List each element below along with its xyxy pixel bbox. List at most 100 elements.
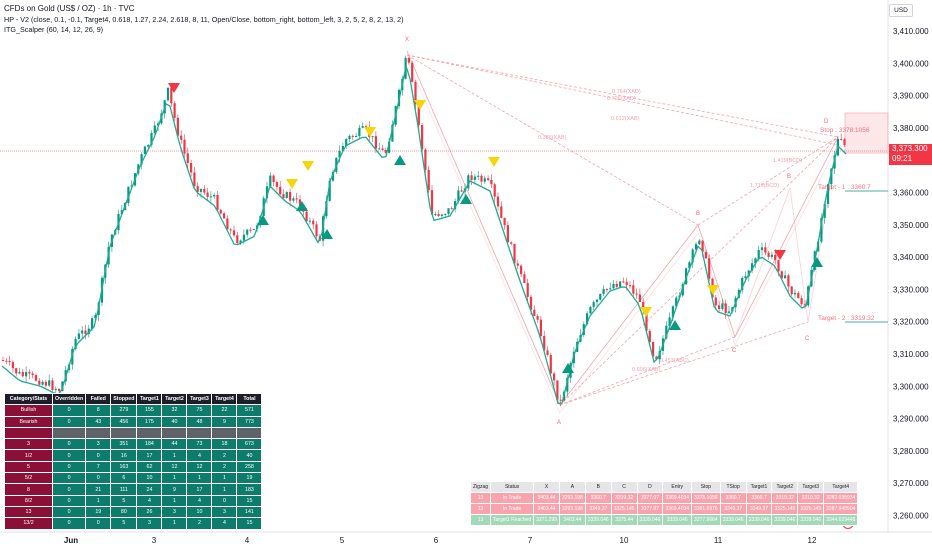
- zigzag-row: 13 In Trade 3403.44 3293.198 3360.7 3319.32 33…: [469, 492, 859, 504]
- candle-body: [840, 138, 843, 140]
- stats-cell: 773: [236, 415, 263, 428]
- candle-body: [252, 228, 255, 230]
- stats-cell: 0: [51, 483, 87, 496]
- candle-body: [236, 235, 239, 243]
- candle-body: [701, 240, 704, 252]
- candle-body: [559, 399, 562, 401]
- price-tick-label: 3,390.000: [893, 92, 929, 101]
- candle-body: [480, 175, 483, 182]
- sell-signal-icon: [302, 161, 314, 171]
- stats-cell: 3: [136, 517, 163, 530]
- chart-legend[interactable]: CFDs on Gold (US$ / OZ) · 1h · TVC HP - …: [4, 4, 404, 36]
- candle-body: [216, 194, 219, 210]
- candle-body: [437, 214, 440, 216]
- candle-body: [483, 178, 486, 182]
- zigzag-cell: 3377.07: [636, 492, 664, 504]
- candle-body: [454, 201, 457, 210]
- stats-cell: 2: [211, 460, 238, 474]
- stats-cell: 40: [236, 449, 263, 462]
- stats-cell: 673: [236, 438, 263, 451]
- stats-cell: 4: [186, 494, 213, 507]
- zigzag-cell: 3277.9664: [691, 514, 721, 526]
- candle-body: [358, 127, 361, 137]
- ac-dashed-line: [559, 336, 736, 406]
- pattern-labels: X A B C C D B: [405, 37, 829, 426]
- stats-cell: 3: [211, 505, 238, 519]
- stats-row: 8/2 0 1 5 4 1 4 0 15: [4, 494, 263, 507]
- candle-body: [586, 313, 589, 325]
- candle-body: [543, 335, 546, 351]
- zigzag-cell: 13: [469, 514, 492, 526]
- candle-body: [331, 171, 335, 181]
- symbol-title[interactable]: CFDs on Gold (US$ / OZ) · 1h · TVC: [4, 4, 135, 13]
- candle-body: [615, 283, 618, 287]
- buy-signal-icon: [296, 201, 308, 211]
- sell-signal-icon: [286, 179, 298, 189]
- candle-body: [599, 293, 602, 300]
- candle-body: [602, 288, 605, 294]
- stats-row: 13/2 0 0 5 3 1 2 4 15: [4, 517, 263, 530]
- candle-body: [345, 139, 348, 147]
- stats-cell: 13: [4, 505, 53, 519]
- zigzag-header-cell: Zigzag: [469, 481, 492, 493]
- stats-cell: 3: [85, 438, 112, 451]
- candle-body: [272, 175, 275, 183]
- candle-body: [741, 277, 744, 290]
- candle-body: [427, 169, 430, 191]
- buy-signal-icon: [811, 257, 823, 267]
- price-axis[interactable]: 3,410.000 3,400.000 3,390.000 3,380.000 3,37…: [893, 27, 929, 521]
- candle-body: [553, 373, 556, 381]
- zigzag-cell: 3349.37: [719, 503, 747, 515]
- currency-button[interactable]: USD: [889, 4, 913, 17]
- time-axis[interactable]: Jun 3 4 5 6 7 10 11 12: [64, 536, 817, 545]
- candle-body: [632, 285, 635, 294]
- zigzag-header-cell: Target3: [797, 481, 825, 493]
- candle-body: [506, 225, 509, 243]
- time-tick-label: 6: [434, 536, 439, 545]
- candle-body: [460, 190, 463, 192]
- zigzag-row: 13 Target1 Reached 3271.299 3403.44 3339.046…: [469, 514, 859, 526]
- stats-cell: 43: [85, 415, 112, 428]
- candle-body: [81, 330, 84, 334]
- price-tick-label: 3,400.000: [893, 59, 929, 68]
- candle-body: [186, 153, 189, 163]
- sell-signal-icon: [364, 127, 376, 137]
- stats-row: 3 0 3 351 184 44 73 18 673: [4, 438, 263, 451]
- stats-cell: 1: [161, 472, 188, 485]
- price-tick-label: 3,280.000: [893, 447, 929, 456]
- buy-signal-icon: [562, 363, 574, 373]
- candle-body: [269, 175, 272, 187]
- stats-cell: 1: [161, 494, 188, 507]
- stats-cell: 12: [186, 460, 213, 474]
- candle-body: [566, 377, 569, 392]
- candle-body: [8, 361, 11, 363]
- indicator-itg-scalper[interactable]: ITG_Scalper (60, 14, 12, 26, 9): [4, 25, 104, 34]
- zigzag-cell: 3377.07: [636, 503, 664, 515]
- candle-body: [31, 373, 34, 376]
- zigzag-cell: 13: [469, 503, 492, 515]
- candles: [1, 55, 846, 407]
- stats-cell: 15: [236, 517, 263, 530]
- candle-body: [803, 304, 806, 306]
- candle-body: [295, 198, 298, 200]
- sell-signal-icon: [414, 100, 426, 110]
- stats-cell: 456: [110, 415, 138, 428]
- ratio-label: 0.612(XAB): [611, 116, 640, 122]
- candle-body: [147, 144, 150, 147]
- sell-signal-icon: [707, 285, 719, 295]
- candle-body: [417, 104, 420, 126]
- candle-body: [536, 315, 539, 320]
- ratio-labels: 0.764(XAD) 0.726(XAD) 0.612(XAB) 0.386(X…: [538, 89, 802, 373]
- price-tick-label: 3,270.000: [893, 479, 929, 488]
- price-tick-label: 3,360.000: [893, 189, 929, 198]
- stats-cell: 15: [236, 494, 263, 507]
- candle-body: [196, 186, 199, 192]
- stats-cell: 6: [110, 472, 138, 485]
- candle-body: [652, 342, 655, 357]
- stats-header-cell: Failed: [85, 392, 112, 406]
- candle-body: [556, 380, 559, 400]
- indicator-hp-v2[interactable]: HP - V2 (close, 0.1, -0.1, Target4, 0.61…: [4, 14, 404, 24]
- candle-body: [341, 146, 344, 152]
- time-tick-label: 10: [620, 536, 629, 545]
